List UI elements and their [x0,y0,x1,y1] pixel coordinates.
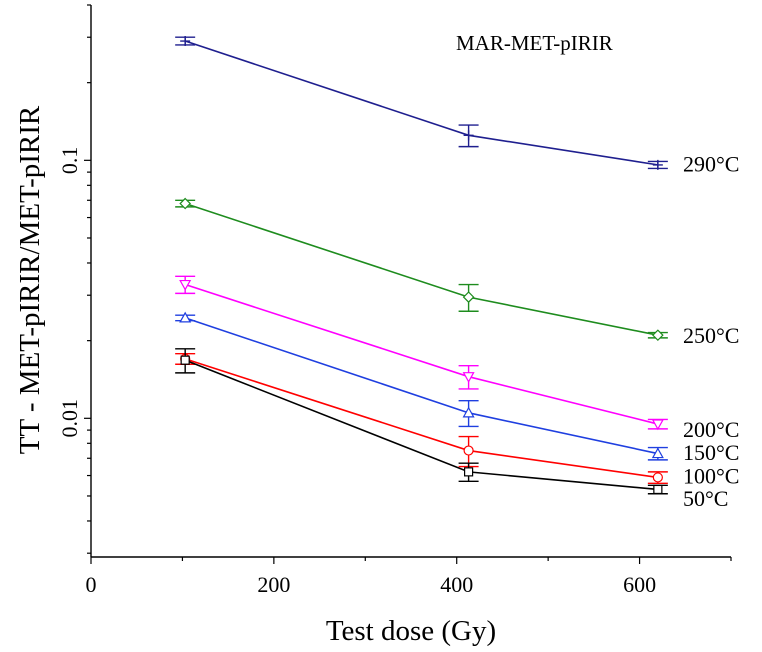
series-label: 50°C [683,486,728,511]
series-label: 100°C [683,464,739,489]
x-tick-label: 400 [440,572,473,597]
series-line [184,358,658,479]
series-150c [175,311,668,461]
series-layer [175,36,668,495]
series-line [184,283,659,425]
y-axis-title: TT - MET-pIRIR/MET-pIRIR [14,105,46,454]
series-290c [175,36,668,170]
data-point [463,130,474,141]
data-point [179,311,192,323]
series-50c [175,348,668,495]
series-line [184,317,659,455]
x-tick-label: 0 [86,572,97,597]
data-point [652,159,663,170]
series-label: 290°C [683,152,739,177]
series-line [184,359,658,491]
x-axis-title: Test dose (Gy) [326,615,496,647]
data-point [462,291,475,303]
axes: 0 200 400 600 0.01 0.1 [57,4,732,597]
data-point [463,445,474,456]
series-100c [175,353,668,484]
data-point [464,467,474,477]
x-tick-label: 200 [257,572,290,597]
y-tick-label: 0.01 [57,399,82,438]
data-point [179,279,192,291]
x-tick-label: 600 [623,572,656,597]
y-tick-label: 0.1 [57,147,82,175]
series-line [184,202,659,336]
series-label: 250°C [683,323,739,348]
data-point [180,36,191,47]
chart-annotation: MAR-MET-pIRIR [456,31,613,55]
data-point [462,372,475,383]
series-label: 150°C [683,440,739,465]
data-point [180,355,190,365]
data-point [652,472,663,483]
series-200c [175,275,668,431]
data-point [651,447,664,459]
series-250c [175,197,668,342]
data-point [653,484,663,495]
data-point [652,329,664,342]
data-point [179,197,192,210]
series-line [184,40,658,166]
data-point [651,419,664,431]
data-point [462,406,475,418]
series-label: 200°C [683,417,739,442]
